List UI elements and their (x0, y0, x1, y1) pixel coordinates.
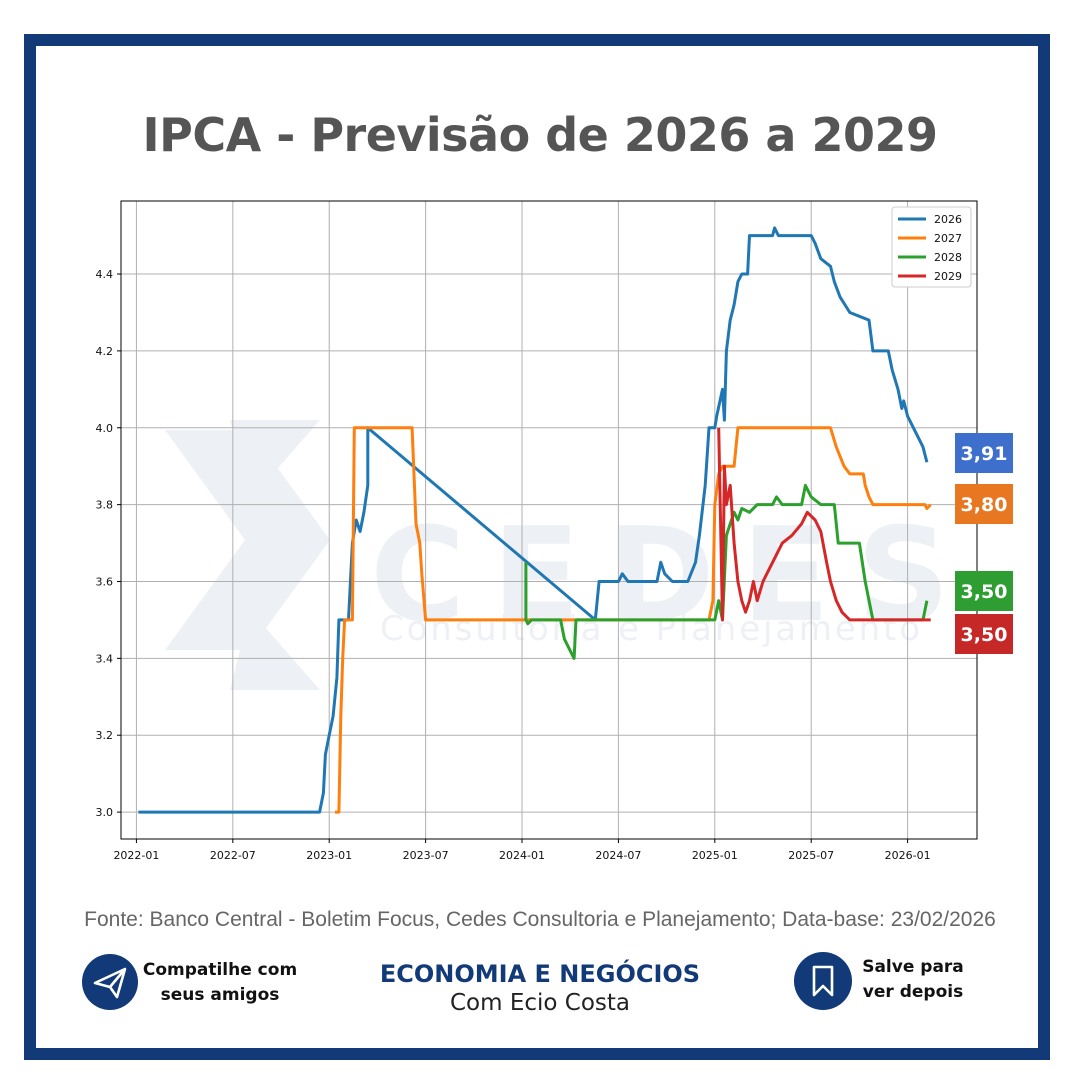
watermark-shape (230, 420, 320, 690)
legend-label-2026: 2026 (934, 213, 962, 226)
end-label-2029: 3,50 (961, 624, 1008, 646)
x-tick-label: 2022-07 (210, 849, 256, 862)
legend-label-2028: 2028 (934, 251, 962, 264)
share-button[interactable] (82, 954, 138, 1010)
legend-box (891, 206, 972, 288)
x-tick-label: 2023-01 (306, 849, 352, 862)
series-line-2029 (717, 427, 931, 622)
x-tick-label: 2024-01 (499, 849, 545, 862)
x-tick-label: 2026-01 (885, 849, 931, 862)
end-label-2028: 3,50 (961, 581, 1008, 603)
legend-label-2027: 2027 (934, 232, 962, 245)
y-tick-label: 3.0 (96, 806, 114, 819)
end-label-2027: 3,80 (961, 494, 1008, 516)
save-button[interactable] (794, 952, 852, 1010)
end-label-box-2026 (955, 433, 1013, 473)
watermark-chevron (165, 430, 330, 650)
legend-label-2029: 2029 (934, 270, 962, 283)
y-tick-label: 3.2 (96, 729, 114, 742)
brand-subtitle: Com Ecio Costa (449, 990, 631, 1016)
x-tick-label: 2023-07 (403, 849, 449, 862)
series-line-2028 (524, 483, 929, 660)
y-tick-label: 4.4 (96, 268, 114, 281)
watermark-subtext: Consultoria e Planejamento (380, 609, 920, 649)
x-tick-label: 2025-01 (692, 849, 738, 862)
end-label-box-2028 (955, 571, 1013, 611)
y-tick-label: 3.6 (96, 575, 114, 588)
brand-title: ECONOMIA E NEGÓCIOS (379, 960, 701, 988)
y-tick-label: 4.2 (96, 345, 114, 358)
series-line-2027 (335, 426, 932, 814)
legend: 2026 2027 2028 2029 (891, 206, 972, 288)
bookmark-icon (812, 965, 834, 997)
end-label-2026: 3,91 (961, 443, 1008, 465)
y-tick-label: 4.0 (96, 422, 114, 435)
paper-plane-icon (93, 967, 127, 999)
save-label: Salve para ver depois (862, 957, 964, 1002)
end-label-box-2029 (955, 614, 1013, 654)
plot-area (121, 201, 977, 839)
x-tick-label: 2024-07 (595, 849, 641, 862)
series-line-2026 (138, 226, 929, 814)
y-tick-label: 3.4 (96, 652, 114, 665)
end-label-box-2027 (955, 484, 1013, 524)
x-tick-label: 2025-07 (788, 849, 834, 862)
page-title: IPCA - Previsão de 2026 a 2029 (142, 108, 938, 162)
share-label: Compatilhe com seus amigos (142, 960, 298, 1005)
y-tick-label: 3.8 (96, 499, 114, 512)
x-tick-label: 2022-01 (113, 849, 159, 862)
source-note: Fonte: Banco Central - Boletim Focus, Ce… (84, 908, 996, 931)
